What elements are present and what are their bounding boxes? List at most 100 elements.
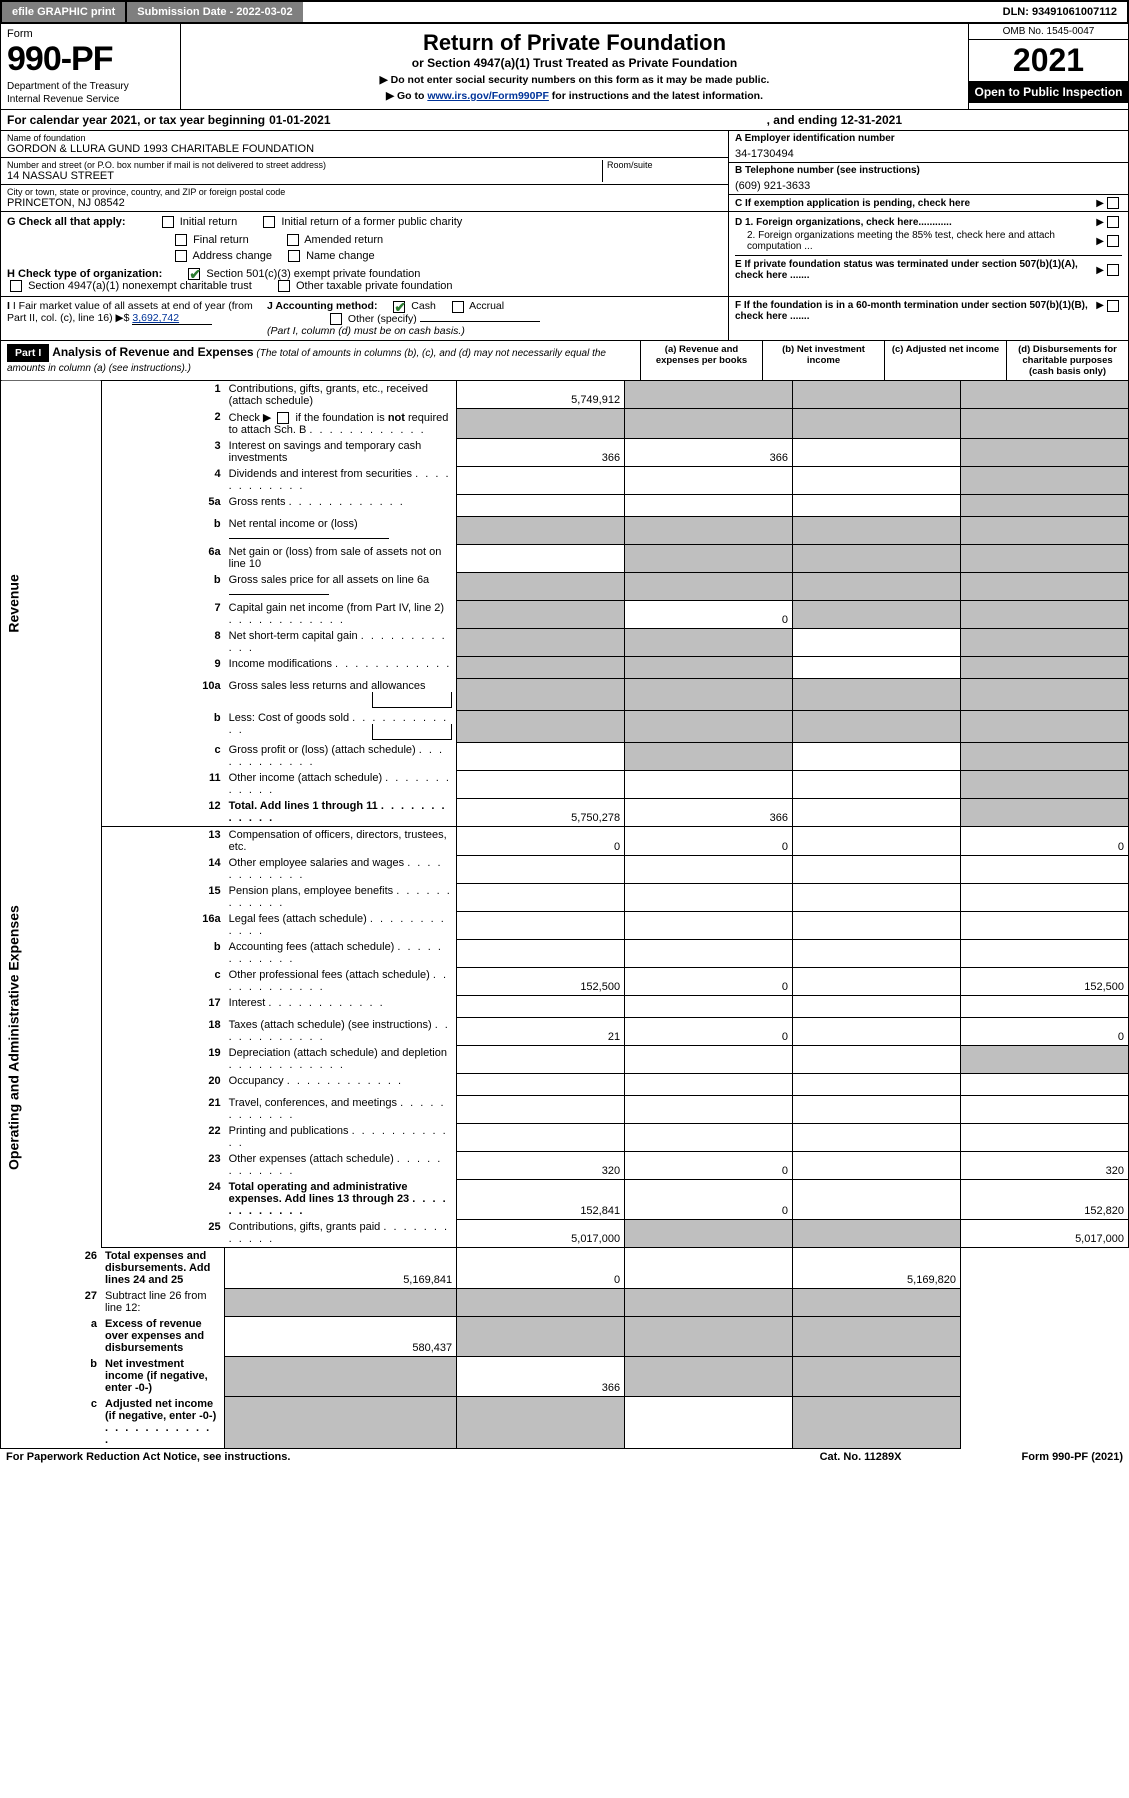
d2-label: 2. Foreign organizations meeting the 85%… — [735, 230, 1096, 252]
f-checkbox[interactable] — [1107, 300, 1119, 312]
j-cash[interactable] — [393, 301, 405, 313]
line-3-num: 3 — [101, 438, 225, 466]
h-opt3: Other taxable private foundation — [296, 280, 453, 292]
g-opt-initial: Initial return — [180, 216, 237, 228]
line-23-d: 320 — [960, 1151, 1128, 1179]
line-4-desc: Dividends and interest from securities — [229, 468, 412, 480]
line-24-desc: Total operating and administrative expen… — [229, 1181, 410, 1205]
line-12-a: 5,750,278 — [457, 798, 625, 827]
line-8-num: 8 — [101, 628, 225, 656]
h-opt2: Section 4947(a)(1) nonexempt charitable … — [28, 280, 252, 292]
line-1-desc: Contributions, gifts, grants, etc., rece… — [225, 381, 457, 409]
line-10a-desc: Gross sales less returns and allowances — [229, 680, 426, 692]
h-501c3[interactable] — [188, 268, 200, 280]
line-20-desc: Occupancy — [229, 1075, 284, 1087]
line-16b-num: b — [101, 939, 225, 967]
line-12-b: 366 — [625, 798, 793, 827]
line-6a-desc: Net gain or (loss) from sale of assets n… — [225, 544, 457, 572]
line-20-num: 20 — [101, 1073, 225, 1095]
line-12-num: 12 — [101, 798, 225, 827]
j-other-label: Other (specify) — [348, 313, 417, 325]
form-header: Form 990-PF Department of the Treasury I… — [0, 24, 1129, 110]
line-25-d: 5,017,000 — [960, 1219, 1128, 1248]
g-opt-former: Initial return of a former public charit… — [281, 216, 462, 228]
line-18-desc: Taxes (attach schedule) (see instruction… — [229, 1019, 432, 1031]
line-16c-a: 152,500 — [457, 967, 625, 995]
j-cash-label: Cash — [411, 300, 436, 312]
line-17-desc: Interest — [229, 997, 266, 1009]
tax-year: 2021 — [969, 40, 1128, 81]
col-b-head: (b) Net investment income — [762, 341, 884, 380]
line-8-desc: Net short-term capital gain — [229, 630, 358, 642]
line-24-num: 24 — [101, 1179, 225, 1219]
line-11-num: 11 — [101, 770, 225, 798]
line-25-num: 25 — [101, 1219, 225, 1248]
line-12-desc: Total. Add lines 1 through 11 — [229, 800, 378, 812]
line-16a-num: 16a — [101, 911, 225, 939]
h-opt1: Section 501(c)(3) exempt private foundat… — [206, 268, 420, 280]
line-18-b: 0 — [625, 1017, 793, 1045]
submission-date: Submission Date - 2022-03-02 — [127, 2, 302, 22]
g-final-return[interactable] — [175, 234, 187, 246]
g-opt-address: Address change — [192, 250, 272, 262]
line-6a-num: 6a — [101, 544, 225, 572]
line-4-num: 4 — [101, 466, 225, 494]
name-label: Name of foundation — [7, 133, 722, 143]
g-name-change[interactable] — [288, 250, 300, 262]
expenses-side-label: Operating and Administrative Expenses — [1, 827, 102, 1248]
d2-checkbox[interactable] — [1107, 235, 1119, 247]
line-27a-num: a — [1, 1316, 102, 1356]
efile-print-button[interactable]: efile GRAPHIC print — [2, 2, 127, 22]
footer-right: Form 990-PF (2021) — [1022, 1451, 1124, 1463]
form-label: Form — [7, 28, 174, 40]
g-initial-former[interactable] — [263, 216, 275, 228]
line-1-num: 1 — [101, 381, 225, 409]
line-27b-num: b — [1, 1356, 102, 1396]
line-22-num: 22 — [101, 1123, 225, 1151]
dept-treasury: Department of the Treasury — [7, 81, 174, 92]
line-23-num: 23 — [101, 1151, 225, 1179]
line-10c-num: c — [101, 742, 225, 770]
foundation-name: GORDON & LLURA GUND 1993 CHARITABLE FOUN… — [7, 143, 722, 155]
h-other-taxable[interactable] — [278, 280, 290, 292]
line-5b-desc: Net rental income or (loss) — [229, 518, 358, 530]
cal-mid: , and ending — [767, 113, 841, 127]
col-d-head: (d) Disbursements for charitable purpose… — [1006, 341, 1128, 380]
g-address-change[interactable] — [175, 250, 187, 262]
e-checkbox[interactable] — [1107, 264, 1119, 276]
g-section: G Check all that apply: Initial return I… — [0, 212, 1129, 297]
line-5a-desc: Gross rents — [229, 496, 286, 508]
fmv-value[interactable]: 3,692,742 — [132, 312, 212, 325]
line-7-num: 7 — [101, 600, 225, 628]
line-7-b: 0 — [625, 600, 793, 628]
line-26-b: 0 — [457, 1248, 625, 1289]
line-13-d: 0 — [960, 827, 1128, 856]
line-10b-desc: Less: Cost of goods sold — [229, 712, 349, 724]
goto-post: for instructions and the latest informat… — [549, 90, 763, 102]
line-15-num: 15 — [101, 883, 225, 911]
d1-checkbox[interactable] — [1107, 216, 1119, 228]
line-18-d: 0 — [960, 1017, 1128, 1045]
j-accrual[interactable] — [452, 301, 464, 313]
line-2-desc: Check ▶ if the foundation is not require… — [225, 409, 457, 438]
line-26-num: 26 — [1, 1248, 102, 1289]
line-26-a: 5,169,841 — [225, 1248, 457, 1289]
col-a-head: (a) Revenue and expenses per books — [640, 341, 762, 380]
h-4947[interactable] — [10, 280, 22, 292]
line-27a-desc: Excess of revenue over expenses and disb… — [101, 1316, 225, 1356]
c-checkbox[interactable] — [1107, 197, 1119, 209]
g-amended[interactable] — [287, 234, 299, 246]
line-6b-num: b — [101, 572, 225, 600]
line-23-b: 0 — [625, 1151, 793, 1179]
part1-header: Part I Analysis of Revenue and Expenses … — [0, 341, 1129, 381]
j-note: (Part I, column (d) must be on cash basi… — [267, 325, 722, 337]
g-initial-return[interactable] — [162, 216, 174, 228]
line-27-desc: Subtract line 26 from line 12: — [101, 1288, 225, 1316]
form990pf-link[interactable]: www.irs.gov/Form990PF — [427, 90, 549, 102]
revenue-side-label: Revenue — [1, 381, 102, 827]
g-label: G Check all that apply: — [7, 216, 126, 228]
j-other[interactable] — [330, 313, 342, 325]
addr-label: Number and street (or P.O. box number if… — [7, 160, 602, 170]
line-2-checkbox[interactable] — [277, 412, 289, 424]
line-25-a: 5,017,000 — [457, 1219, 625, 1248]
